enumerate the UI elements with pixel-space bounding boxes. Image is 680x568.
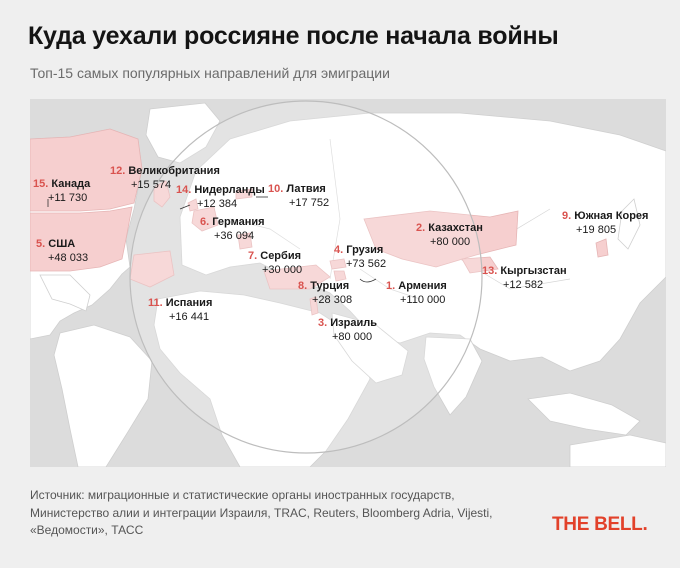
page-subtitle: Топ-15 самых популярных направлений для … [30,65,390,81]
label-usa: 5. США +48 033 [36,238,89,264]
label-kazakhstan: 2. Казахстан +80 000 [416,222,483,248]
canada-highlight [30,128,143,212]
land-central-america [39,274,91,312]
georgia-highlight [329,258,347,270]
spotlight-circle [129,100,483,454]
netherlands-highlight [187,198,199,212]
uk-highlight [153,180,171,208]
label-spain: 11. Испания +16 441 [148,297,213,323]
land-africa [153,290,371,467]
turkey-highlight [263,264,331,290]
label-armenia: 1. Армения +110 000 [386,280,447,306]
land-australia [569,434,666,467]
label-canada: 15. Канада +11 730 [33,178,91,204]
land-greenland [145,102,221,164]
usa-highlight [30,206,133,272]
label-turkey: 8. Турция +28 308 [298,280,353,306]
spain-highlight [129,250,175,288]
label-georgia: 4. Грузия +73 562 [334,244,387,270]
land-india [423,336,483,416]
kazakhstan-highlight [363,210,519,268]
label-netherlands: 14. Нидерланды +12 384 [176,184,265,210]
label-south-korea: 9. Южная Корея +19 805 [562,210,649,236]
pointer-lines [47,196,377,283]
world-map: 15. Канада +11 730 12. Великобритания +1… [30,99,666,467]
serbia-highlight [237,232,253,250]
label-kyrgyzstan: 13. Кыргызстан +12 582 [482,265,567,291]
land-southeast-asia [527,392,641,436]
land-arabia [331,312,409,384]
land-japan [617,198,641,250]
israel-highlight [309,296,319,316]
source-note: Источник: миграционные и статистические … [30,488,493,537]
page-title: Куда уехали россияне после начала войны [28,22,559,50]
latvia-highlight [235,188,253,200]
label-serbia: 7. Сербия +30 000 [248,250,303,276]
germany-highlight [191,206,219,232]
south-korea-highlight [595,238,609,258]
brand-logo: THE BELL. [552,514,648,535]
label-germany: 6. Германия +36 094 [200,216,265,242]
armenia-highlight [333,270,347,282]
label-uk: 12. Великобритания +15 574 [110,165,220,191]
map-graphic [30,99,666,467]
label-israel: 3. Израиль +80 000 [318,317,377,343]
label-latvia: 10. Латвия +17 752 [268,183,330,209]
land-south-america [53,324,153,467]
